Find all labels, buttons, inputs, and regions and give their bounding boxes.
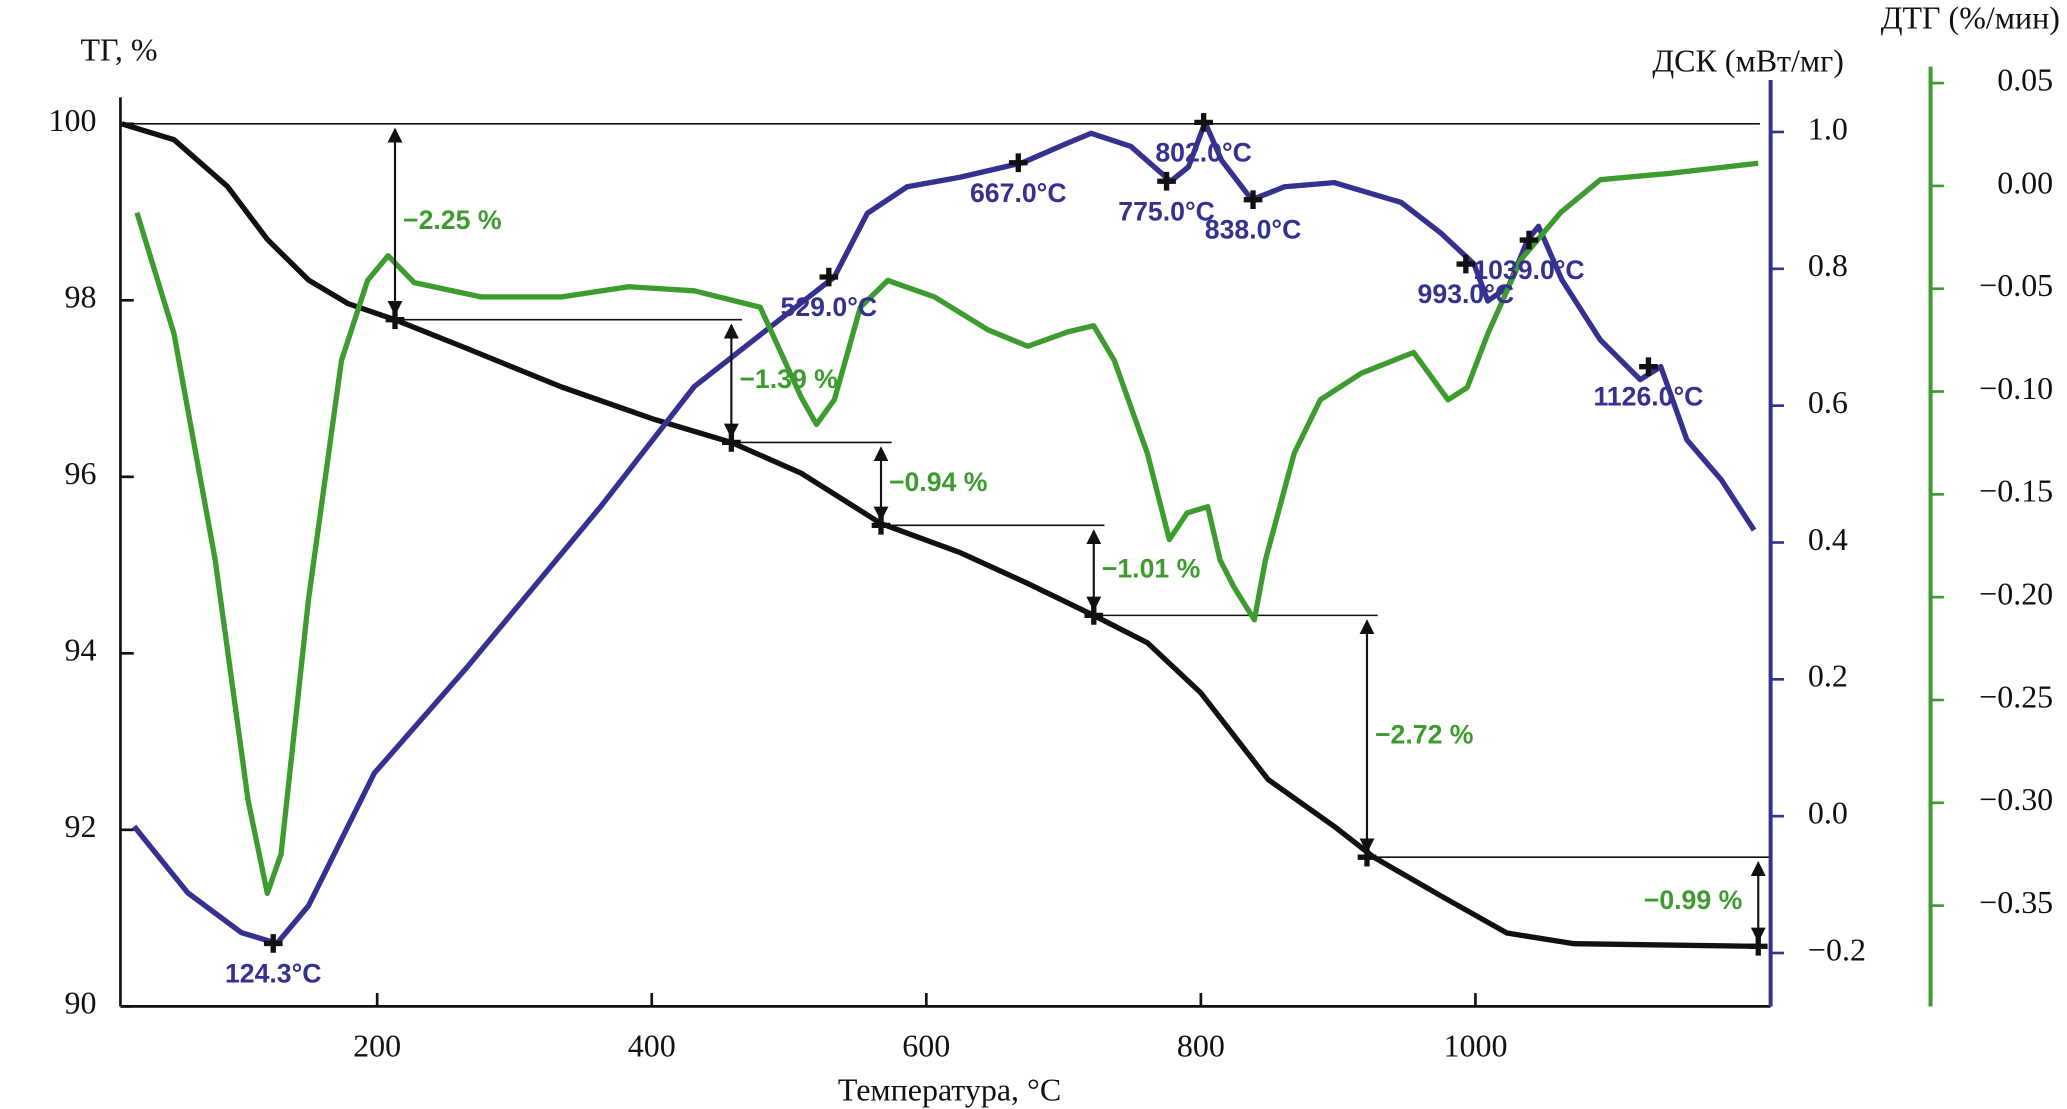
series-line — [134, 160, 1759, 896]
x-tick-label: 400 — [628, 1027, 676, 1063]
y-tick-label: 94 — [64, 632, 96, 668]
peak-marker — [1157, 171, 1176, 191]
y-tick-label: 100 — [48, 102, 96, 138]
y-tick-label: 92 — [64, 808, 96, 844]
y2-tick-label: 0.2 — [1808, 658, 1848, 694]
peak-label: 667.0°C — [970, 178, 1067, 208]
y2-tick-label: 0.8 — [1808, 247, 1848, 283]
step-label: −0.99 % — [1644, 885, 1743, 915]
y3-tick-label: −0.05 — [1979, 267, 2053, 303]
x-tick-label: 1000 — [1443, 1027, 1507, 1063]
peak-label: 993.0°C — [1418, 279, 1515, 309]
peak-marker — [1639, 357, 1658, 376]
y-tick-label: 98 — [64, 279, 96, 315]
y2-tick-label: 0.4 — [1808, 521, 1848, 557]
y2-axis-title: ДСК (мВт/мг) — [1652, 42, 1844, 78]
y2-tick-label: 1.0 — [1808, 110, 1848, 146]
peak-label: 1126.0°C — [1593, 382, 1703, 412]
step-marker — [385, 310, 405, 330]
peak-label: 838.0°C — [1205, 215, 1302, 245]
peak-marker — [1008, 153, 1028, 173]
step-label: −1.01 % — [1102, 553, 1201, 583]
y2-tick-label: −0.2 — [1808, 931, 1866, 967]
x-tick-label: 200 — [353, 1027, 401, 1063]
step-marker — [722, 433, 741, 452]
peak-marker — [1243, 190, 1263, 210]
step-marker — [871, 516, 891, 535]
y-tick-label: 96 — [64, 455, 96, 491]
y3-tick-label: −0.15 — [1979, 473, 2053, 509]
x-tick-label: 600 — [902, 1027, 950, 1063]
step-marker — [1357, 847, 1377, 867]
step-marker — [1748, 937, 1768, 956]
peak-label: 1039.0°C — [1473, 255, 1584, 285]
y3-tick-label: −0.25 — [1979, 678, 2053, 714]
peak-marker — [1194, 113, 1213, 132]
peak-marker — [263, 934, 283, 953]
y3-axis-title: ДТГ (%/мин) — [1881, 0, 2060, 36]
peak-label: 802.0°C — [1155, 137, 1252, 167]
peak-marker — [819, 267, 839, 287]
y3-tick-label: −0.10 — [1979, 370, 2053, 406]
step-label: −2.25 % — [403, 205, 502, 235]
peak-label: 529.0°C — [781, 292, 878, 322]
step-marker — [1084, 606, 1104, 625]
y3-tick-label: −0.20 — [1979, 576, 2053, 612]
step-label: −0.94 % — [889, 467, 988, 497]
y3-tick-label: 0.00 — [1997, 164, 2053, 200]
step-label: −1.39 % — [739, 364, 838, 394]
y-tick-label: 90 — [64, 985, 96, 1021]
series-line — [120, 121, 1762, 950]
x-axis-title: Температура, °C — [838, 1071, 1061, 1107]
peak-label: 775.0°C — [1118, 196, 1215, 226]
y2-tick-label: 0.0 — [1808, 795, 1848, 831]
peak-marker — [1456, 254, 1476, 274]
x-tick-label: 800 — [1177, 1027, 1225, 1063]
y2-tick-label: 0.6 — [1808, 384, 1848, 420]
series-line — [132, 119, 1757, 947]
peak-marker — [1519, 230, 1539, 250]
y3-tick-label: 0.05 — [1997, 61, 2053, 97]
step-label: −2.72 % — [1375, 719, 1474, 749]
y-axis-title: ТГ, % — [80, 32, 157, 68]
peak-label: 124.3°C — [225, 958, 322, 988]
y3-tick-label: −0.30 — [1979, 781, 2053, 817]
y3-tick-label: −0.35 — [1979, 884, 2053, 920]
